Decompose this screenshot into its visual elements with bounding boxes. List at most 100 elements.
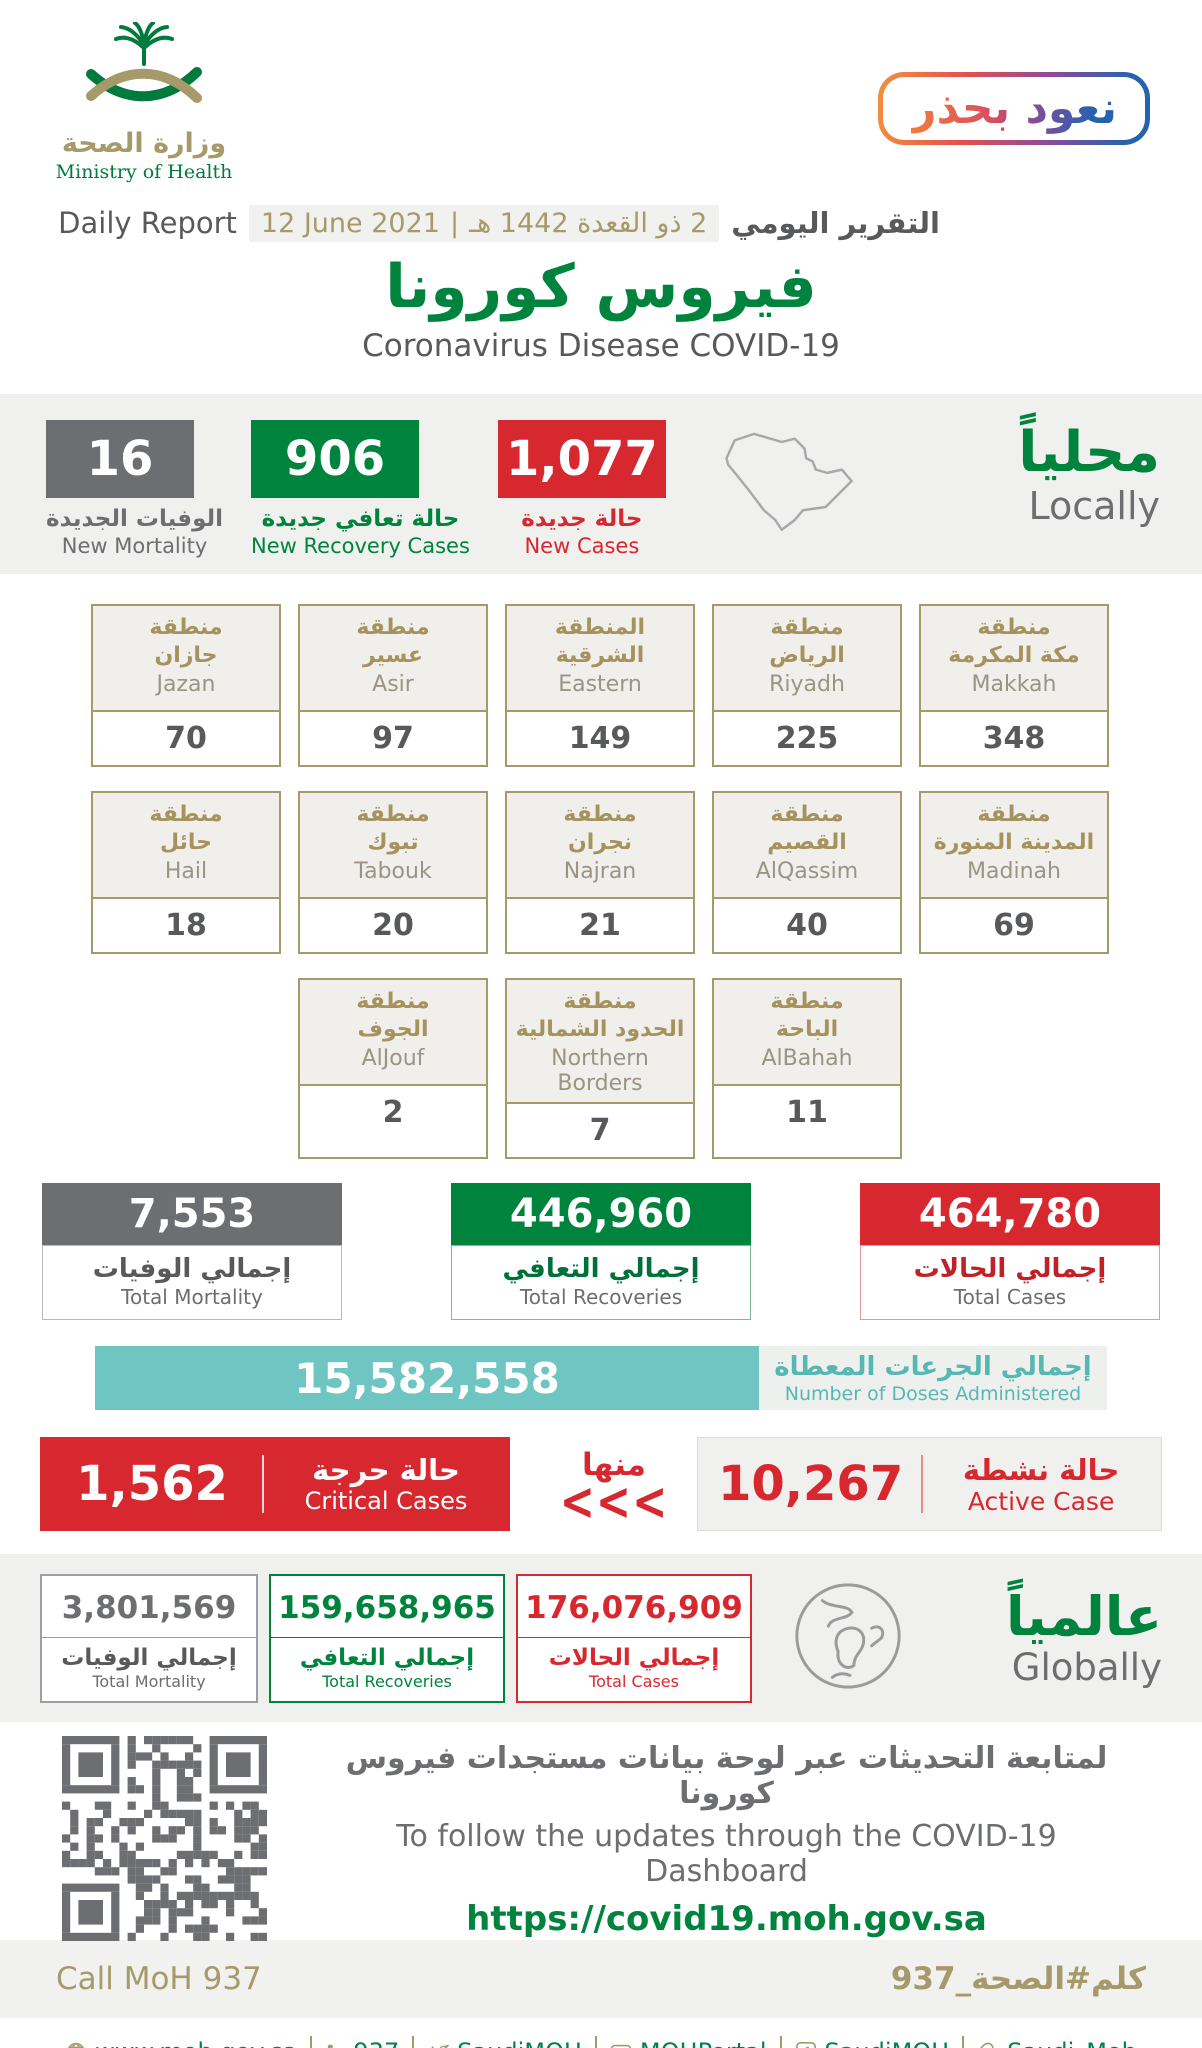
facebook-link[interactable]: SaudiMOH [795,2038,950,2048]
qr-code [62,1735,267,1945]
new-recovery-value: 906 [251,420,420,498]
region-name-en: AlJouf [361,1046,425,1071]
region-name-en: Asir [372,672,414,697]
separator [310,2035,313,2048]
region-card-najran: منطقة نجران Najran 21 [505,791,695,954]
new-recovery-stat: 906 حالة تعافي جديدة New Recovery Cases [251,420,470,558]
region-value: 7 [507,1104,693,1157]
region-name-ar: منطقة الرياض [769,615,845,668]
region-value: 2 [300,1086,486,1139]
palm-swoosh-icon [86,21,202,103]
active-cases-label-ar: حالة نشطة [962,1452,1120,1487]
region-value: 11 [714,1086,900,1139]
twitter-icon [427,2041,450,2048]
new-recovery-label-ar: حالة تعافي جديدة [261,506,460,532]
total-recoveries-value: 446,960 [451,1183,751,1245]
total-cases-label-en: Total Cases [953,1285,1067,1309]
new-cases-stat: 1,077 حالة جديدة New Cases [497,420,666,558]
new-mortality-stat: 16 الوفيات الجديدة New Mortality [46,420,223,558]
new-mortality-label-ar: الوفيات الجديدة [46,506,224,532]
region-value: 21 [507,899,693,952]
region-value: 70 [93,712,279,765]
critical-active-row: 1,562 حالة حرجة Critical Cases منها <<< … [0,1436,1202,1532]
youtube-icon [610,2041,632,2048]
region-name-en: Jazan [156,672,216,697]
total-mortality-label-ar: إجمالي الوفيات [92,1254,292,1284]
new-mortality-value: 16 [46,420,194,498]
globally-heading: عالمياً Globally [1006,1584,1162,1689]
globally-heading-ar: عالمياً [1006,1584,1162,1648]
dashboard-link[interactable]: https://covid19.moh.gov.sa [466,1899,987,1939]
region-name-ar: منطقة جازان [149,615,223,668]
region-value: 97 [300,712,486,765]
region-name-en: Najran [563,859,637,884]
phone-link[interactable]: 937 [325,2038,399,2048]
region-card-madinah: منطقة المدينة المنورة Madinah 69 [919,791,1109,954]
website-link[interactable]: www.moh.gov.sa [65,2038,297,2048]
snapchat-label: Saudi_Moh [1007,2038,1137,2048]
separator [412,2035,415,2048]
region-value: 69 [921,899,1107,952]
saudi-map-icon [700,416,870,550]
logo-title-en: Ministry of Health [55,161,233,183]
twitter-link[interactable]: SaudiMOH [427,2038,582,2048]
date-row: Daily Report 12 June 2021 | 2 ذو القعدة … [0,200,1202,246]
call-moh-band: Call MoH 937 كلم#الصحة_937 [0,1940,1202,2018]
region-name-ar: منطقة المدينة المنورة [933,802,1095,855]
critical-cases-value: 1,562 [76,1456,228,1512]
snapchat-icon [977,2041,999,2048]
page-title-en: Coronavirus Disease COVID-19 [362,328,840,364]
region-card-tabouk: منطقة تبوك Tabouk 20 [298,791,488,954]
contact-bar: www.moh.gov.sa 937 SaudiMOH [0,2018,1202,2048]
global-mortality-card: 3,801,569 إجمالي الوفيات Total Mortality [40,1573,258,1703]
region-name-ar: منطقة حائل [149,802,223,855]
region-name-ar: المنطقة الشرقية [554,615,646,668]
youtube-link[interactable]: MOHPortal [610,2038,767,2048]
global-recoveries-card: 159,658,965 إجمالي التعافي Total Recover… [269,1573,505,1703]
phone-label: 937 [353,2038,399,2048]
region-card-asir: منطقة عسير Asir 97 [298,604,488,767]
doses-label-en: Number of Doses Administered [784,1382,1082,1405]
of-which-label-ar: منها [582,1447,646,1484]
snapchat-link[interactable]: Saudi_Moh [977,2038,1137,2048]
facebook-icon [795,2041,817,2048]
call-moh-label-en: Call MoH 937 [56,1961,262,1997]
daily-report-label-en: Daily Report [58,206,237,240]
active-cases-label-en: Active Case [967,1486,1115,1516]
facebook-label: SaudiMOH [825,2038,950,2048]
region-name-en: AlQassim [755,859,859,884]
region-card-albahah: منطقة الباحة AlBahah 11 [712,978,902,1159]
date-chip: 12 June 2021 | 2 ذو القعدة 1442 هـ [248,204,720,242]
separator [962,2035,965,2048]
doses-label-ar: إجمالي الجرعات المعطاة [774,1351,1092,1382]
global-recoveries-label-ar: إجمالي التعافي [299,1644,475,1671]
dashboard-text-en: To follow the updates through the COVID-… [396,1819,1057,1889]
region-name-ar: منطقة الباحة [770,989,844,1042]
total-cases-label-ar: إجمالي الحالات [913,1254,1107,1284]
global-mortality-label-ar: إجمالي الوفيات [61,1644,237,1671]
date-en: 12 June 2021 [260,207,440,239]
separator [779,2035,782,2048]
badge-text: نعود بحذر [911,83,1117,134]
region-name-ar: منطقة القصيم [767,802,847,855]
region-name-ar: منطقة نجران [563,802,637,855]
locally-section: 16 الوفيات الجديدة New Mortality 906 حال… [0,394,1202,574]
active-cases-card: 10,267 حالة نشطة Active Case [697,1437,1162,1531]
locally-heading: محلياً Locally [1018,420,1160,528]
doses-value: 15,582,558 [294,1353,560,1403]
twitter-label: SaudiMOH [457,2038,582,2048]
global-cases-label-en: Total Cases [589,1671,679,1691]
region-value: 149 [507,712,693,765]
region-name-en: Hail [164,859,208,884]
page-title-ar: فيروس كورونا [385,252,817,322]
total-recoveries-label-en: Total Recoveries [519,1285,683,1309]
region-name-ar: منطقة مكة المكرمة [948,615,1080,668]
region-name-ar: منطقة الحدود الشمالية [515,989,685,1042]
call-moh-label-ar: كلم#الصحة_937 [890,1961,1146,1997]
doses-administered-bar: 15,582,558 إجمالي الجرعات المعطاة Number… [95,1346,1107,1410]
region-name-en: Riyadh [769,672,845,697]
region-name-en: Makkah [971,672,1057,697]
global-cases-card: 176,076,909 إجمالي الحالات Total Cases [516,1573,752,1703]
region-card-makkah: منطقة مكة المكرمة Makkah 348 [919,604,1109,767]
